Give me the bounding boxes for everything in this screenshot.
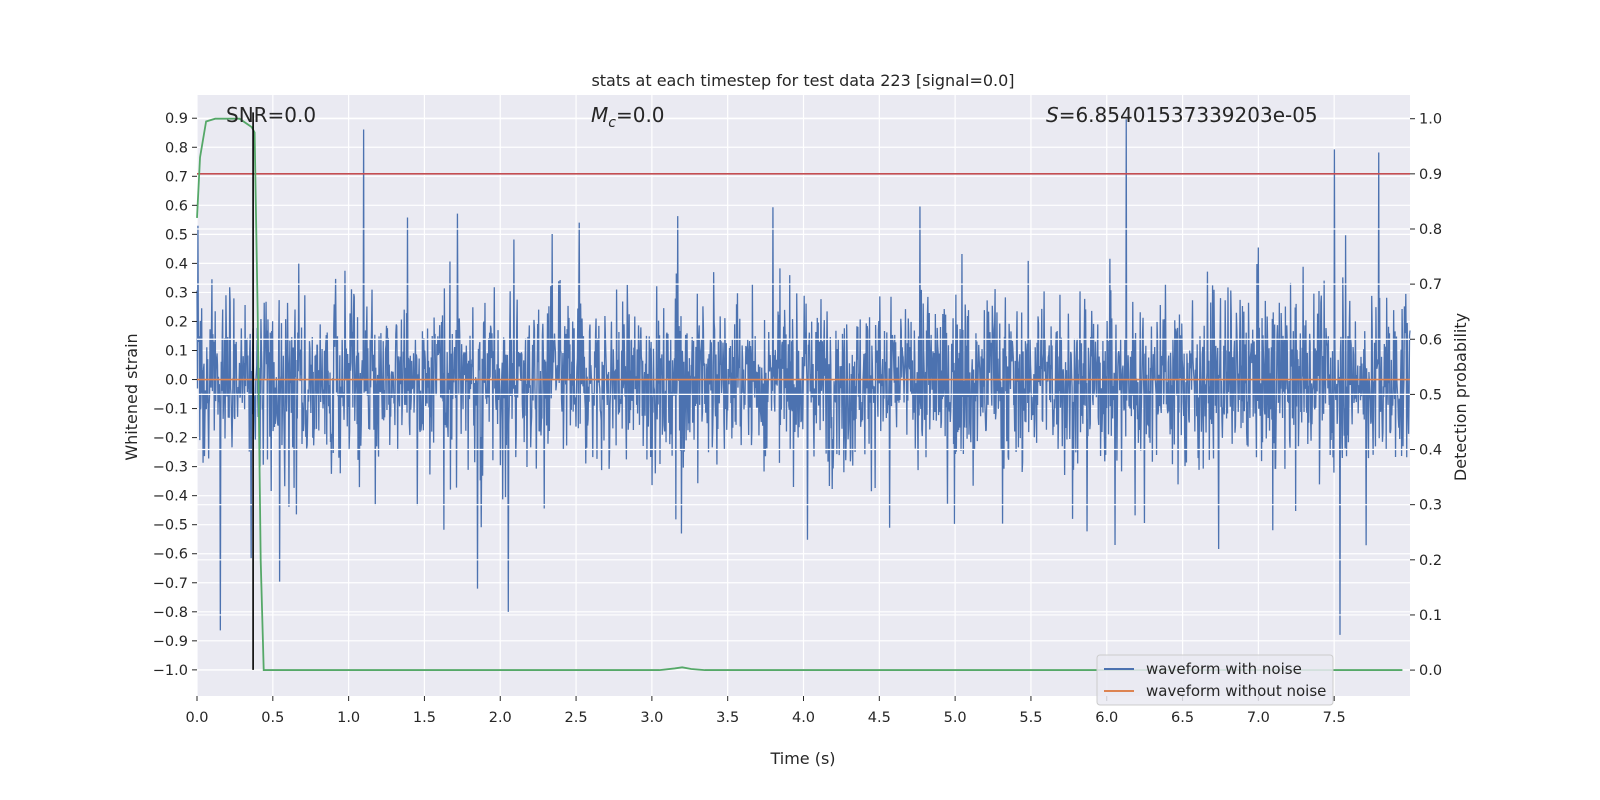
y-left-tick-label: 0.9 [165,111,188,127]
y-left-tick-label: −0.8 [153,605,188,621]
y-right-tick-label: 0.8 [1419,222,1442,238]
y-left-tick-label: 0.0 [165,373,188,389]
y-left-tick-label: −0.9 [153,634,188,650]
x-tick-label: 2.0 [489,710,512,726]
axes: 0.0 0.5 1.0 1.5 2.0 2.5 3.0 3.5 4.0 4.5 5.0 5.5 6.0 6… [153,111,1442,726]
x-tick-label: 7.0 [1247,710,1270,726]
y-axis-label-right: Detection probability [1451,313,1470,481]
x-tick-label: 2.5 [565,710,588,726]
y-left-tick-label: 0.7 [165,169,188,185]
y-right-tick-label: 0.7 [1419,277,1442,293]
x-tick-label: 0.5 [261,710,284,726]
x-tick-label: 0.0 [185,710,208,726]
snr-annotation: SNR=0.0 [226,103,316,127]
x-tick-label: 1.5 [413,710,436,726]
y-left-tick-label: 0.5 [165,227,188,243]
waveform-with-noise-line [196,118,1411,635]
mc-subscript: c [608,115,616,131]
y-left-tick-label: −0.6 [153,547,188,563]
y-left-tick-label: 0.8 [165,140,188,156]
y-left-tick-label: −0.5 [153,518,188,534]
y-right-tick-label: 0.2 [1419,553,1442,569]
y-left-tick-label: −0.1 [153,402,188,418]
s-symbol: S [1046,103,1059,127]
y-left-tick-label: 0.1 [165,343,188,359]
x-tick-label: 5.0 [944,710,967,726]
x-tick-label: 4.0 [792,710,815,726]
y-right-tick-label: 1.0 [1419,112,1442,128]
legend: waveform with noise waveform without noi… [1096,654,1334,706]
legend-label-without-noise: waveform without noise [1146,682,1326,700]
x-tick-label: 3.5 [716,710,739,726]
legend-label-with-noise: waveform with noise [1146,660,1302,678]
y-left-tick-label: 0.2 [165,314,188,330]
y-left-tick-label: −0.7 [153,576,188,592]
y-axis-label-left: Whitened strain [122,333,141,460]
y-right-tick-label: 0.1 [1419,608,1442,624]
y-right-tick-label: 0.5 [1419,387,1442,403]
x-tick-label: 7.5 [1323,710,1346,726]
y-left-tick-label: −0.2 [153,431,188,447]
y-right-tick-label: 0.6 [1419,332,1442,348]
y-right-tick-label: 0.3 [1419,498,1442,514]
x-tick-label: 5.5 [1019,710,1042,726]
y-left-tick-label: 0.4 [165,256,188,272]
x-tick-label: 6.5 [1171,710,1194,726]
x-tick-label: 3.0 [640,710,663,726]
y-left-tick-label: −0.3 [153,460,188,476]
mc-annotation: Mc=0.0 [591,103,665,131]
s-value: =6.85401537339203e-05 [1059,103,1318,127]
y-right-tick-label: 0.9 [1419,167,1442,183]
y-left-tick-label: 0.6 [165,198,188,214]
detection-probability-line [196,117,1403,671]
x-axis-label: Time (s) [769,749,835,768]
legend-box [1096,654,1334,706]
y-left-tick-label: −1.0 [153,663,188,679]
x-tick-label: 1.0 [337,710,360,726]
y-right-tick-label: 0.0 [1419,663,1442,679]
y-left-tick-label: 0.3 [165,285,188,301]
chart-title: stats at each timestep for test data 223… [591,71,1014,90]
x-tick-label: 6.0 [1095,710,1118,726]
mc-symbol: M [591,103,608,127]
s-annotation: S=6.85401537339203e-05 [1046,103,1318,127]
y-right-tick-label: 0.4 [1419,443,1442,459]
x-tick-label: 4.5 [868,710,891,726]
mc-value: =0.0 [616,103,665,127]
overlays [196,112,1410,671]
series-waveform-with-noise [196,118,1411,635]
y-left-tick-label: −0.4 [153,489,188,505]
